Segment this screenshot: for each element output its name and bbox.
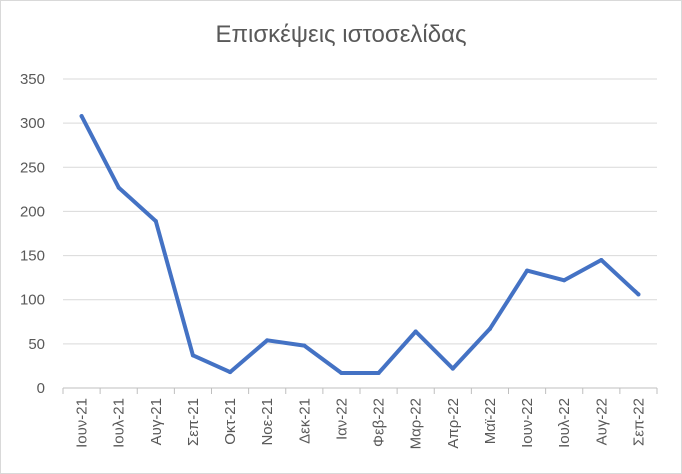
data-point: [339, 370, 344, 375]
data-point: [228, 370, 233, 375]
x-tick-label: Σεπ-22: [630, 398, 647, 446]
x-tick-label: Δεκ-21: [296, 398, 313, 444]
data-point: [302, 343, 307, 348]
x-tick-label: Ιουλ-22: [556, 398, 573, 448]
data-point: [636, 292, 641, 297]
x-tick-label: Αυγ-21: [148, 398, 165, 445]
series-layer: [79, 114, 641, 375]
data-point: [413, 329, 418, 334]
y-tick-label: 0: [37, 380, 45, 397]
gridlines: [63, 78, 657, 345]
x-tick-label: Φεβ-22: [371, 398, 388, 447]
x-tick-label: Μαϊ-22: [482, 398, 499, 444]
x-axis-labels: Ιουν-21 Ιουλ-21 Αυγ-21 Σεπ-21 Οκτ-21 Νοε-21 Δε…: [74, 398, 648, 449]
data-point: [265, 338, 270, 343]
x-tick-label: Νοε-21: [259, 398, 276, 446]
data-point: [190, 353, 195, 358]
x-tick-label: Σεπ-21: [185, 398, 202, 446]
x-tick-label: Ιαν-22: [333, 398, 350, 440]
x-tick-label: Αυγ-22: [593, 398, 610, 445]
x-tick-label: Ιουν-21: [74, 398, 91, 448]
y-tick-label: 200: [20, 203, 45, 220]
data-point: [525, 268, 530, 273]
x-axis: [62, 387, 658, 394]
x-tick-label: Μαρ-22: [408, 398, 425, 449]
x-tick-label: Ιουν-22: [519, 398, 536, 448]
data-point: [376, 370, 381, 375]
y-tick-label: 300: [20, 115, 45, 132]
data-point: [599, 257, 604, 262]
y-tick-label: 50: [28, 336, 45, 353]
y-tick-label: 350: [20, 71, 45, 88]
series-line: [79, 114, 641, 375]
x-tick-label: Απρ-22: [445, 398, 462, 449]
x-tick-label: Ιουλ-21: [111, 398, 128, 448]
y-tick-label: 250: [20, 159, 45, 176]
data-point: [116, 185, 121, 190]
data-point: [487, 326, 492, 331]
data-point: [79, 114, 84, 119]
data-point: [153, 219, 158, 224]
data-point: [562, 278, 567, 283]
data-point: [450, 366, 455, 371]
y-tick-label: 100: [20, 292, 45, 309]
x-tick-label: Οκτ-21: [222, 398, 239, 445]
y-axis-labels: 0 50 100 150 200 250 300 350: [20, 71, 45, 397]
y-tick-label: 150: [20, 248, 45, 265]
chart-title: Επισκέψεις ιστοσελίδας: [215, 21, 467, 48]
